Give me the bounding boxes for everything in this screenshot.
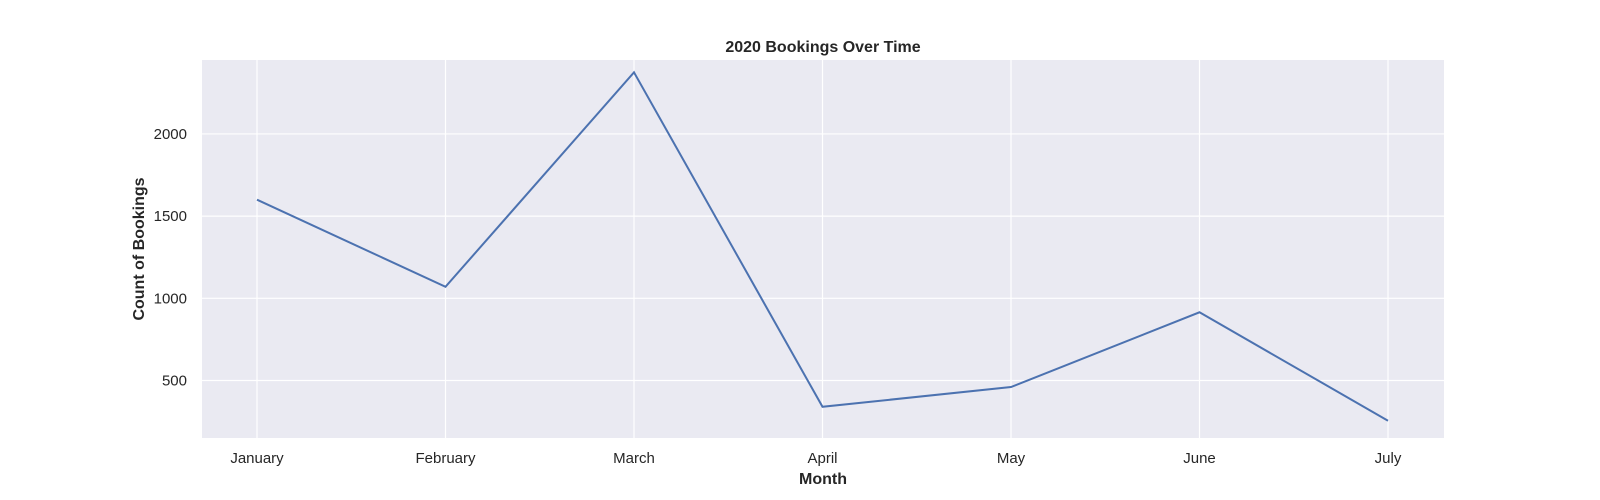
- x-tick-label: March: [613, 450, 655, 467]
- x-tick-labels: January February March April May June July: [230, 450, 1402, 467]
- x-tick-label: January: [230, 450, 284, 467]
- y-axis-label: Count of Bookings: [131, 177, 148, 320]
- y-tick-label: 1500: [154, 208, 187, 225]
- y-tick-label: 500: [162, 372, 187, 389]
- y-tick-label: 2000: [154, 126, 187, 143]
- series-line: [256, 70, 1389, 422]
- x-tick-label: June: [1183, 450, 1216, 467]
- x-tick-label: May: [997, 450, 1026, 467]
- chart-title: 2020 Bookings Over Time: [725, 39, 920, 56]
- x-tick-label: July: [1375, 450, 1402, 467]
- grid-lines: [202, 60, 1444, 438]
- y-tick-labels: 500 1000 1500 2000: [154, 126, 187, 390]
- x-tick-label: April: [807, 450, 837, 467]
- x-tick-label: February: [415, 450, 476, 467]
- y-tick-label: 1000: [154, 290, 187, 307]
- x-axis-label: Month: [799, 471, 847, 488]
